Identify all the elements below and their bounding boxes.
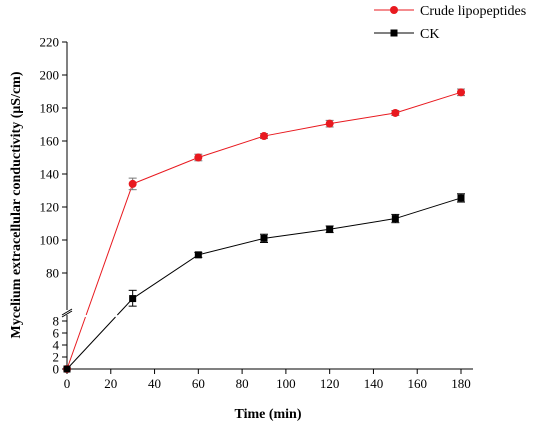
x-tick-label: 0 bbox=[64, 376, 71, 391]
y-tick-label: 180 bbox=[40, 101, 60, 116]
series-line-ck bbox=[132, 197, 462, 299]
x-tick-label: 60 bbox=[192, 376, 205, 391]
data-point-ck bbox=[326, 225, 334, 233]
y-tick-label: 140 bbox=[40, 167, 60, 182]
y-tick-label: 80 bbox=[46, 266, 59, 281]
data-point-ck bbox=[194, 251, 202, 259]
y-tick-label: 160 bbox=[40, 134, 60, 149]
y-tick-label: 6 bbox=[53, 326, 60, 341]
y-tick-label: 220 bbox=[40, 35, 60, 50]
data-point-crude-lipopeptides bbox=[457, 88, 465, 97]
legend-label: Crude lipopeptides bbox=[420, 4, 526, 19]
x-tick-label: 20 bbox=[104, 376, 117, 391]
series-line-crude-lipopeptides bbox=[132, 91, 462, 185]
y-tick-label: 4 bbox=[53, 338, 60, 353]
legend-marker bbox=[390, 29, 398, 37]
series-layer bbox=[63, 88, 465, 373]
data-point-ck bbox=[260, 234, 268, 242]
data-point-ck bbox=[391, 215, 399, 223]
series-line-crude-lipopeptides bbox=[85, 183, 134, 316]
legend-label: CK bbox=[420, 27, 439, 42]
x-tick-label: 40 bbox=[148, 376, 161, 391]
data-point-crude-lipopeptides bbox=[260, 132, 268, 141]
data-point-ck bbox=[129, 295, 137, 303]
y-tick-label: 120 bbox=[40, 200, 60, 215]
x-tick-label: 140 bbox=[364, 376, 384, 391]
x-axis-title: Time (min) bbox=[234, 407, 301, 422]
x-tick-label: 100 bbox=[276, 376, 296, 391]
x-tick-label: 180 bbox=[451, 376, 471, 391]
y-tick-label: 100 bbox=[40, 233, 60, 248]
y-axis-title: Mycelium extracellular conductivity (μS/… bbox=[9, 71, 24, 338]
data-point-ck bbox=[457, 194, 465, 202]
data-point-ck bbox=[63, 365, 71, 373]
data-point-crude-lipopeptides bbox=[194, 153, 203, 162]
x-tick-label: 120 bbox=[320, 376, 340, 391]
axis-break-mark-upper bbox=[61, 308, 73, 316]
series-line-ck bbox=[66, 316, 116, 370]
y-tick-label: 2 bbox=[53, 350, 60, 365]
y-tick-label: 8 bbox=[53, 314, 60, 329]
data-point-crude-lipopeptides bbox=[128, 179, 137, 188]
y-tick-label: 200 bbox=[40, 68, 60, 83]
x-tick-label: 160 bbox=[407, 376, 427, 391]
series-line-crude-lipopeptides bbox=[66, 316, 86, 370]
data-point-crude-lipopeptides bbox=[391, 108, 400, 117]
data-point-crude-lipopeptides bbox=[325, 119, 334, 128]
axis-break-mark-lower bbox=[61, 310, 73, 318]
axes: 0 20 40 60 80 100 120 140 160 1808010012014016018… bbox=[40, 35, 473, 391]
x-tick-label: 80 bbox=[236, 376, 249, 391]
y-tick-label: 0 bbox=[53, 362, 60, 377]
legend: Crude lipopeptides CK bbox=[374, 4, 526, 42]
legend-marker bbox=[390, 6, 398, 14]
